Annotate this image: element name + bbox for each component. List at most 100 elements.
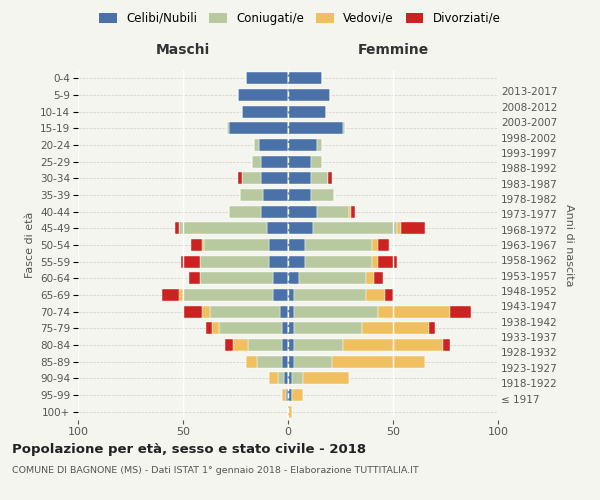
Bar [366, 272, 374, 284]
Bar [269, 372, 277, 384]
Bar [282, 389, 286, 401]
Bar [317, 139, 322, 151]
Bar [274, 272, 288, 284]
Bar [259, 139, 288, 151]
Y-axis label: Fasce di età: Fasce di età [25, 212, 35, 278]
Bar [227, 122, 229, 134]
Bar [379, 306, 450, 318]
Bar [277, 372, 284, 384]
Bar [190, 272, 200, 284]
Bar [332, 356, 425, 368]
Bar [429, 322, 435, 334]
Bar [233, 339, 248, 351]
Bar [311, 156, 322, 168]
Bar [179, 222, 267, 234]
Bar [238, 89, 288, 101]
Bar [206, 322, 212, 334]
Bar [254, 139, 259, 151]
Bar [305, 239, 372, 251]
Bar [288, 406, 292, 417]
Bar [181, 256, 200, 268]
Bar [288, 306, 295, 318]
Bar [212, 322, 218, 334]
Bar [366, 289, 385, 301]
Bar [191, 239, 202, 251]
Bar [311, 172, 328, 184]
Bar [397, 222, 401, 234]
Bar [288, 189, 311, 201]
Bar [401, 222, 425, 234]
Bar [200, 256, 269, 268]
Bar [269, 256, 288, 268]
Bar [317, 206, 349, 218]
Bar [183, 306, 202, 318]
Bar [202, 239, 204, 251]
Bar [288, 356, 295, 368]
Bar [200, 272, 274, 284]
Bar [288, 256, 305, 268]
Bar [328, 172, 332, 184]
Bar [311, 189, 334, 201]
Bar [257, 356, 282, 368]
Bar [295, 289, 366, 301]
Bar [288, 122, 343, 134]
Bar [295, 356, 332, 368]
Bar [260, 156, 288, 168]
Bar [246, 72, 288, 85]
Bar [305, 256, 372, 268]
Bar [183, 289, 274, 301]
Bar [288, 272, 299, 284]
Bar [295, 339, 343, 351]
Bar [349, 206, 351, 218]
Bar [284, 372, 288, 384]
Bar [292, 389, 303, 401]
Y-axis label: Anni di nascita: Anni di nascita [564, 204, 574, 286]
Bar [274, 289, 288, 301]
Bar [242, 172, 260, 184]
Bar [288, 89, 330, 101]
Legend: Celibi/Nubili, Coniugati/e, Vedovi/e, Divorziati/e: Celibi/Nubili, Coniugati/e, Vedovi/e, Di… [96, 8, 504, 28]
Bar [288, 106, 326, 118]
Bar [282, 356, 288, 368]
Bar [263, 189, 288, 201]
Bar [248, 339, 282, 351]
Bar [313, 222, 397, 234]
Bar [179, 289, 183, 301]
Bar [343, 339, 443, 351]
Bar [288, 322, 295, 334]
Bar [267, 222, 288, 234]
Bar [351, 206, 355, 218]
Bar [246, 356, 257, 368]
Bar [260, 206, 288, 218]
Bar [343, 122, 345, 134]
Bar [379, 256, 397, 268]
Bar [162, 289, 179, 301]
Bar [280, 306, 288, 318]
Bar [288, 72, 322, 85]
Bar [295, 322, 361, 334]
Text: Femmine: Femmine [358, 42, 428, 56]
Bar [202, 306, 210, 318]
Bar [292, 372, 303, 384]
Bar [450, 306, 471, 318]
Bar [288, 222, 313, 234]
Text: COMUNE DI BAGNONE (MS) - Dati ISTAT 1° gennaio 2018 - Elaborazione TUTTITALIA.IT: COMUNE DI BAGNONE (MS) - Dati ISTAT 1° g… [12, 466, 419, 475]
Bar [361, 322, 429, 334]
Bar [240, 189, 263, 201]
Bar [242, 106, 288, 118]
Bar [288, 389, 292, 401]
Bar [288, 239, 305, 251]
Bar [238, 172, 242, 184]
Bar [229, 122, 288, 134]
Bar [379, 239, 389, 251]
Bar [175, 222, 179, 234]
Bar [288, 156, 311, 168]
Bar [218, 322, 282, 334]
Text: Maschi: Maschi [156, 42, 210, 56]
Bar [295, 306, 379, 318]
Bar [372, 256, 379, 268]
Bar [252, 156, 260, 168]
Bar [211, 306, 280, 318]
Text: Popolazione per età, sesso e stato civile - 2018: Popolazione per età, sesso e stato civil… [12, 442, 366, 456]
Bar [303, 372, 349, 384]
